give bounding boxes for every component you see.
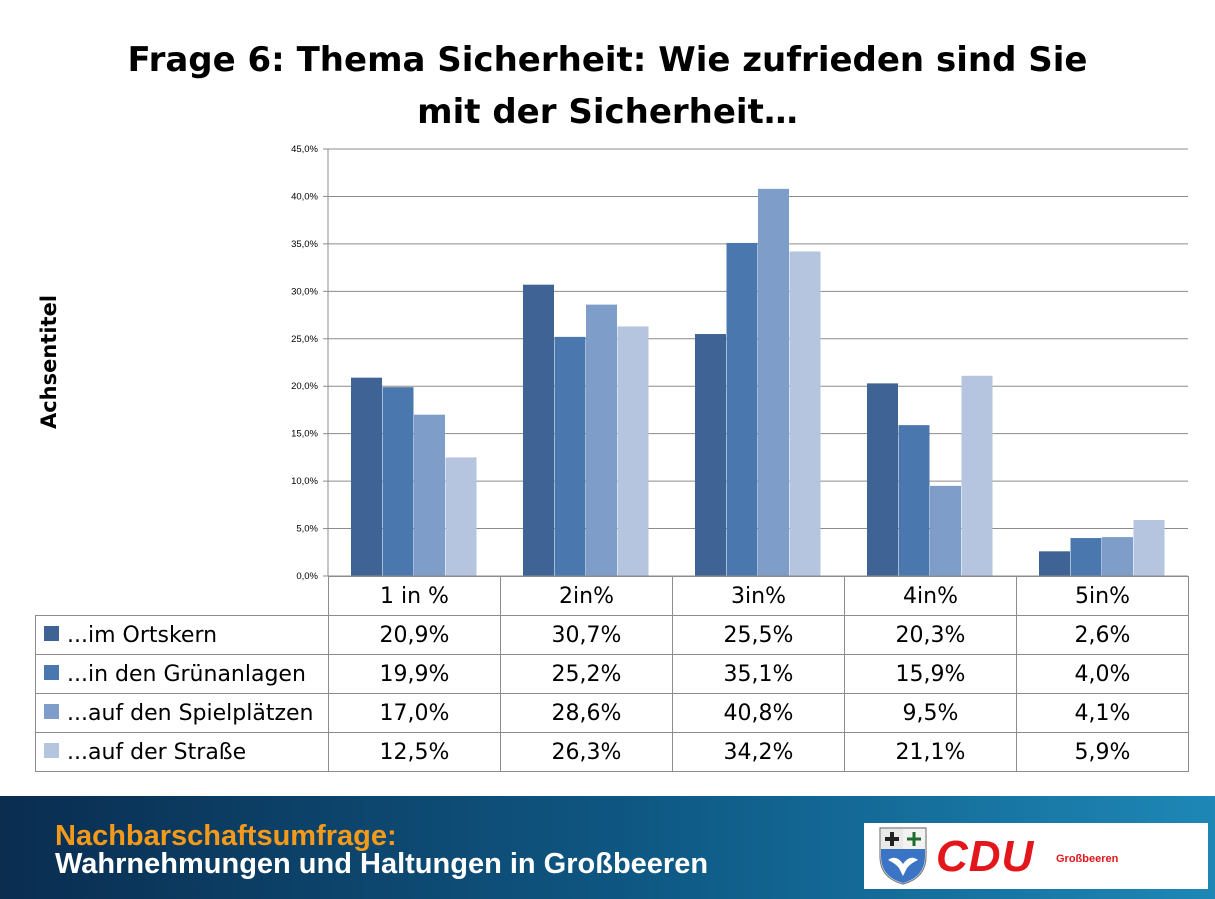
bar xyxy=(351,377,382,576)
bar-chart: 0,0% 5,0% 10,0% 15,0% 20,0% 25,0% 30,0% 35,0% 40… xyxy=(291,144,1188,582)
data-label: 34,2% xyxy=(672,732,845,772)
y-tick-label: 10,0% xyxy=(291,476,318,487)
data-label: 35,1% xyxy=(672,654,845,694)
legend-entry: ...auf den Spielplätzen xyxy=(35,693,329,733)
y-tick-label: 40,0% xyxy=(291,191,318,202)
bar xyxy=(1070,538,1102,576)
data-label: 15,9% xyxy=(844,654,1017,694)
coat-of-arms-icon xyxy=(879,827,927,885)
legend-entry: ...auf der Straße xyxy=(35,732,329,772)
bar xyxy=(695,334,726,576)
bar xyxy=(867,383,898,576)
data-label: 2,6% xyxy=(1016,615,1189,655)
chart-title: Frage 6: Thema Sicherheit: Wie zufrieden… xyxy=(127,40,1088,132)
bar xyxy=(1039,551,1070,576)
legend-entry: ...in den Grünanlagen xyxy=(35,654,329,694)
data-label: 25,5% xyxy=(672,615,845,655)
category-label: 3in% xyxy=(672,576,845,616)
data-label: 5,9% xyxy=(1016,732,1189,772)
table-row: ...auf den Spielplätzen 17,0% 28,6% 40,8% 9,… xyxy=(35,693,1189,733)
data-label: 26,3% xyxy=(500,732,673,772)
bar xyxy=(523,284,554,576)
table-row: ...im Ortskern 20,9% 30,7% 25,5% 20,3% 2,6% xyxy=(35,615,1189,655)
table-row: ...in den Grünanlagen 19,9% 25,2% 35,1% 15,9… xyxy=(35,654,1189,694)
bar xyxy=(617,326,649,576)
data-label: 9,5% xyxy=(844,693,1017,733)
data-label: 4,1% xyxy=(1016,693,1189,733)
data-label: 4,0% xyxy=(1016,654,1189,694)
legend-swatch xyxy=(44,665,59,680)
bar xyxy=(554,336,586,576)
category-label: 1 in % xyxy=(328,576,501,616)
table-header-row: 1 in % 2in% 3in% 4in% 5in% xyxy=(36,576,1189,616)
series-name: ...im Ortskern xyxy=(67,622,218,648)
series-name: ...auf der Straße xyxy=(67,739,247,765)
data-label: 21,1% xyxy=(844,732,1017,772)
y-tick-label: 0,0% xyxy=(296,571,318,582)
y-tick-label: 25,0% xyxy=(291,334,318,345)
bar xyxy=(758,188,789,576)
series-name: ...auf den Spielplätzen xyxy=(67,700,314,726)
cdu-logo-place: Großbeeren xyxy=(1056,853,1119,865)
bar xyxy=(726,242,758,576)
y-tick-label: 5,0% xyxy=(296,524,318,535)
data-label: 17,0% xyxy=(328,693,501,733)
table-corner xyxy=(36,577,329,616)
data-label: 19,9% xyxy=(328,654,501,694)
data-label: 12,5% xyxy=(328,732,501,772)
y-tick-label: 30,0% xyxy=(291,286,318,297)
bar xyxy=(789,251,821,577)
category-label: 2in% xyxy=(500,576,673,616)
legend-swatch xyxy=(44,743,59,758)
legend-swatch xyxy=(44,704,59,719)
footer-subtitle: Wahrnehmungen und Haltungen in Großbeere… xyxy=(55,848,709,880)
bar xyxy=(382,387,414,576)
category-label: 5in% xyxy=(1016,576,1189,616)
bar xyxy=(1133,520,1165,576)
data-label: 30,7% xyxy=(500,615,673,655)
y-tick-labels: 0,0% 5,0% 10,0% 15,0% 20,0% 25,0% 30,0% 35,0% 40… xyxy=(291,144,318,582)
bar xyxy=(414,414,445,576)
category-label: 4in% xyxy=(844,576,1017,616)
bar xyxy=(586,304,617,576)
series-name: ...in den Grünanlagen xyxy=(67,661,306,687)
bar xyxy=(898,425,930,576)
cdu-logo-box: CDU Großbeeren xyxy=(864,823,1208,889)
y-tick-label: 35,0% xyxy=(291,239,318,250)
legend-entry: ...im Ortskern xyxy=(35,615,329,655)
data-label: 25,2% xyxy=(500,654,673,694)
bar xyxy=(930,485,961,576)
cdu-logo: CDU xyxy=(936,832,1035,881)
y-tick-label: 15,0% xyxy=(291,429,318,440)
bar xyxy=(961,375,993,576)
table-row: ...auf der Straße 12,5% 26,3% 34,2% 21,1% 5,9… xyxy=(35,732,1189,772)
y-tick-label: 20,0% xyxy=(291,381,318,392)
data-label: 20,3% xyxy=(844,615,1017,655)
data-label: 40,8% xyxy=(672,693,845,733)
data-label: 20,9% xyxy=(328,615,501,655)
footer-banner: Nachbarschaftsumfrage: Wahrnehmungen und… xyxy=(0,796,1215,899)
bars xyxy=(351,188,1165,577)
data-label: 28,6% xyxy=(500,693,673,733)
bar xyxy=(445,457,477,576)
y-tick-label: 45,0% xyxy=(291,144,318,155)
footer-title: Nachbarschaftsumfrage: xyxy=(55,820,397,852)
data-table: 1 in % 2in% 3in% 4in% 5in% ...im Ortskern 20,9… xyxy=(35,576,1189,772)
legend-swatch xyxy=(44,626,59,641)
bar xyxy=(1102,537,1133,576)
